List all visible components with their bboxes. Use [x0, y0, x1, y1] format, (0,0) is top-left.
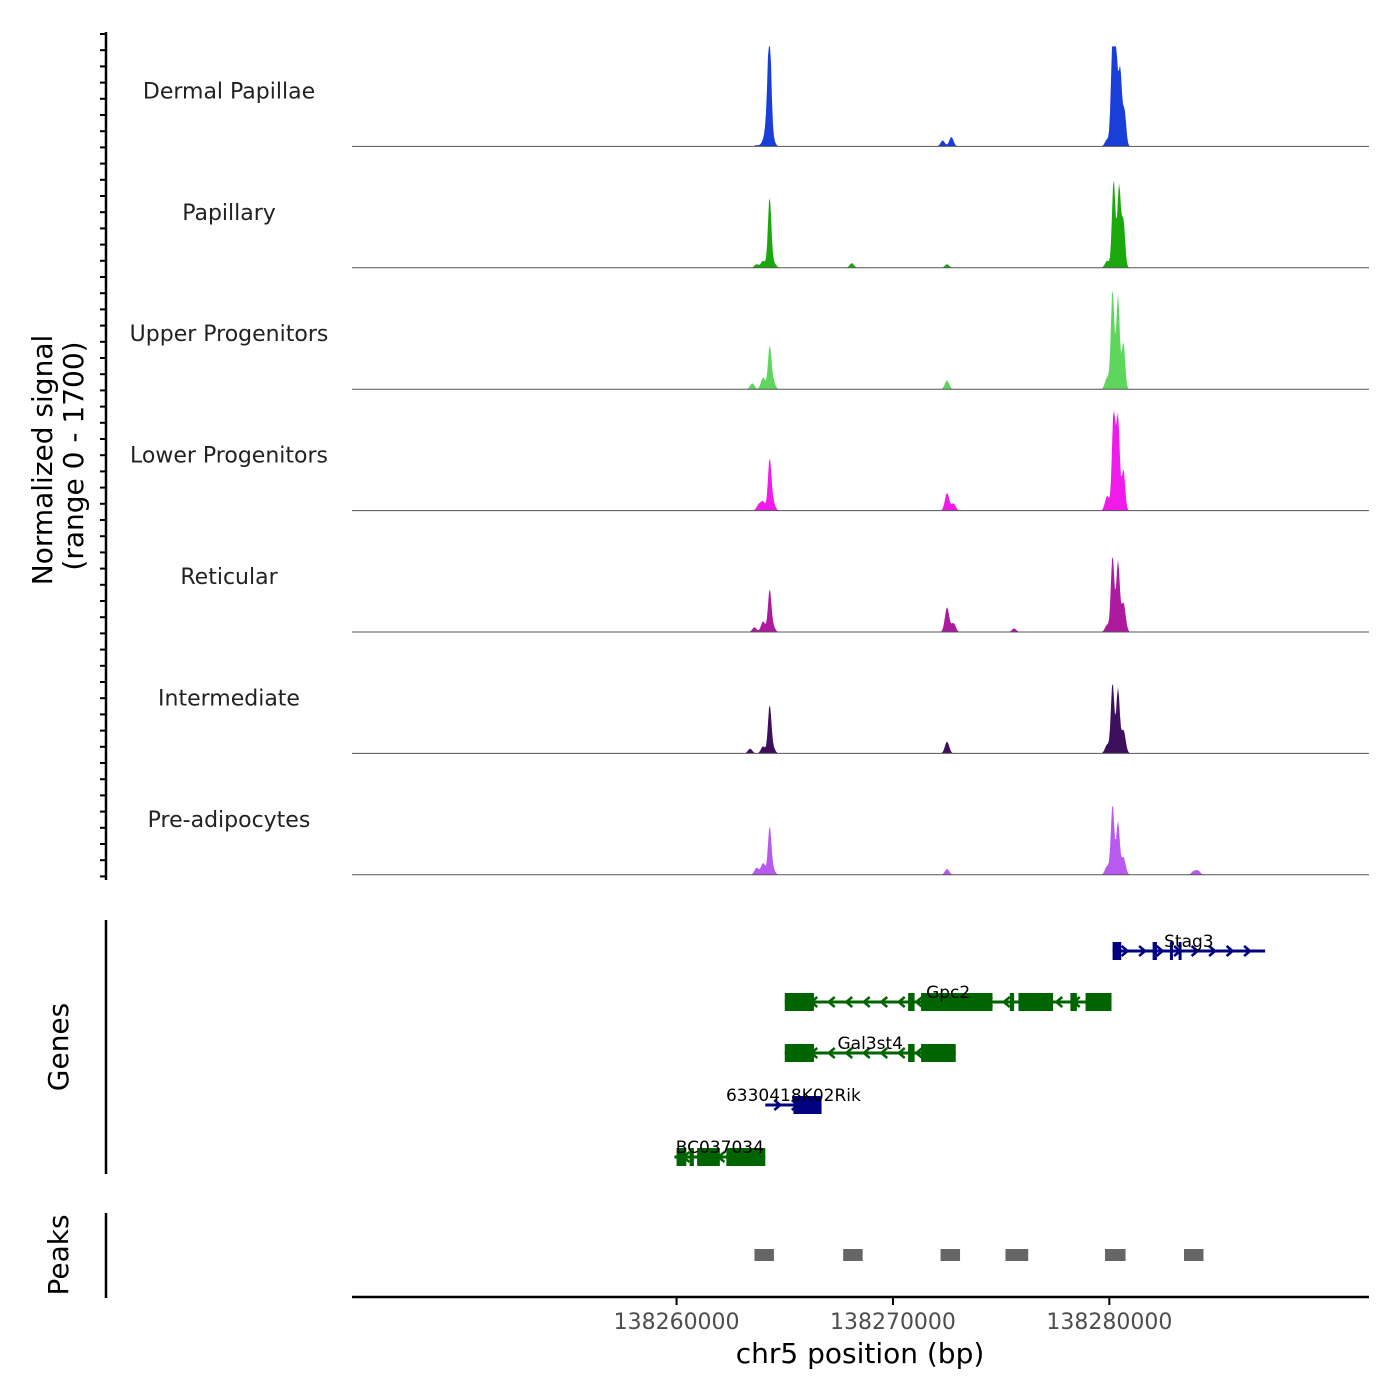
gene-strand-arrow	[914, 996, 924, 1008]
x-axis-title: chr5 position (bp)	[736, 1337, 985, 1370]
track-label: Reticular	[180, 565, 278, 590]
gene-strand-arrow	[1243, 945, 1253, 957]
gene-exon	[697, 1148, 720, 1166]
peaks-panel: Peaks	[42, 1213, 1204, 1298]
x-axis-tick-label: 138260000	[614, 1310, 740, 1335]
peak-region	[754, 1249, 774, 1261]
gene-exon	[784, 993, 814, 1011]
track-upper-progenitors: Upper Progenitors	[130, 290, 1369, 390]
peak-region	[1005, 1249, 1029, 1261]
peak-region	[940, 1249, 961, 1261]
peak-region	[1183, 1249, 1204, 1261]
track-label: Intermediate	[158, 686, 300, 711]
gene-label: 6330418K02Rik	[726, 1086, 861, 1106]
gene-stag3: Stag3	[1112, 932, 1266, 960]
gene-gal3st4: Gal3st4	[784, 1034, 956, 1062]
x-axis: 138260000 138270000 138280000 chr5 positio…	[352, 1295, 1369, 1370]
gene-strand-arrow	[773, 1099, 783, 1111]
gene-strand-arrow	[879, 996, 889, 1008]
gene-strand-arrow	[914, 1047, 924, 1059]
gene-label: Stag3	[1164, 932, 1213, 952]
gene-exon	[908, 1044, 915, 1062]
gene-exon	[1018, 993, 1054, 1011]
gene-exon	[1085, 993, 1112, 1011]
track-pre-adipocytes: Pre-adipocytes	[148, 805, 1369, 876]
signal-axis-title-line1: Normalized signal	[26, 335, 59, 586]
gene-strand-arrow	[1120, 945, 1130, 957]
gene-strand-arrow	[879, 1047, 889, 1059]
track-reticular: Reticular	[180, 556, 1369, 633]
gene-strand-arrow	[1208, 945, 1218, 957]
track-signal-area	[352, 180, 1369, 268]
gene-strand-arrow	[861, 996, 871, 1008]
gene-gpc2: Gpc2	[784, 983, 1112, 1011]
gene-strand-arrow	[861, 1047, 871, 1059]
gene-exon	[921, 993, 993, 1011]
gene-strand-arrow	[844, 1047, 854, 1059]
genes-axis-title: Genes	[42, 1003, 75, 1091]
track-signal-area	[352, 805, 1369, 875]
gene-exon	[921, 1044, 956, 1062]
track-signal-area	[352, 683, 1369, 754]
gene-exon	[726, 1148, 766, 1166]
track-dermal-papillae: Dermal Papillae	[143, 46, 1369, 147]
track-signal-area	[352, 46, 1369, 147]
signal-tracks: Dermal Papillae Papillary Upper Progenitor…	[130, 46, 1369, 876]
gene-exon	[676, 1148, 687, 1166]
gene-label: Gal3st4	[838, 1034, 903, 1054]
peak-region	[843, 1249, 863, 1261]
gene-strand-arrow	[1054, 996, 1064, 1008]
gene-strand-arrow	[896, 1047, 906, 1059]
gene-strand-arrow	[826, 1047, 836, 1059]
track-signal-area	[352, 290, 1369, 390]
gene-exon	[1152, 942, 1157, 960]
gene-exon	[1070, 993, 1077, 1011]
gene-strand-arrow	[1190, 945, 1200, 957]
peaks-axis-title: Peaks	[42, 1214, 75, 1295]
gene-strand-arrow	[1155, 945, 1165, 957]
gene-models: Stag3 Gpc2 Gal3st4 6330418K02Rik BC037034	[674, 932, 1266, 1166]
track-label: Pre-adipocytes	[148, 808, 311, 833]
track-intermediate: Intermediate	[158, 683, 1369, 754]
gene-exon	[784, 1044, 814, 1062]
gene-exon	[689, 1148, 694, 1166]
gene-6330418k02rik: 6330418K02Rik	[726, 1086, 861, 1114]
gene-bc037034: BC037034	[674, 1138, 766, 1166]
track-label: Upper Progenitors	[130, 322, 329, 347]
track-label: Lower Progenitors	[130, 444, 328, 469]
x-axis-tick-label: 138280000	[1046, 1310, 1172, 1335]
x-axis-tick-label: 138270000	[830, 1310, 956, 1335]
gene-label: Gpc2	[926, 983, 970, 1003]
peak-region	[1105, 1249, 1126, 1261]
track-label: Papillary	[182, 201, 276, 226]
gene-strand-arrow	[896, 996, 906, 1008]
signal-axis-title-line2: (range 0 - 1700)	[57, 341, 90, 570]
gene-strand-arrow	[1001, 996, 1011, 1008]
peak-regions	[754, 1249, 1204, 1261]
signal-axis-ticks	[100, 33, 106, 878]
gene-exon	[1112, 942, 1122, 960]
gene-exon	[1169, 942, 1173, 960]
track-signal-area	[352, 556, 1369, 632]
gene-strand-arrow	[844, 996, 854, 1008]
track-lower-progenitors: Lower Progenitors	[130, 410, 1369, 512]
gene-exon	[908, 993, 915, 1011]
gene-label: BC037034	[676, 1138, 764, 1158]
track-signal-area	[352, 410, 1369, 511]
genes-panel: Genes Stag3 Gpc2 Gal3st4 6330418K02Rik BC037…	[42, 920, 1266, 1174]
track-label: Dermal Papillae	[143, 79, 315, 104]
gene-strand-arrow	[1138, 945, 1148, 957]
x-axis-ticks: 138260000 138270000 138280000	[614, 1297, 1172, 1335]
gene-strand-arrow	[1225, 945, 1235, 957]
gene-exon	[1178, 942, 1182, 960]
signal-axis: Normalized signal (range 0 - 1700)	[26, 32, 108, 880]
gene-exon	[1009, 993, 1015, 1011]
track-papillary: Papillary	[182, 180, 1369, 269]
gene-strand-arrow	[826, 996, 836, 1008]
gene-exon	[793, 1096, 822, 1114]
